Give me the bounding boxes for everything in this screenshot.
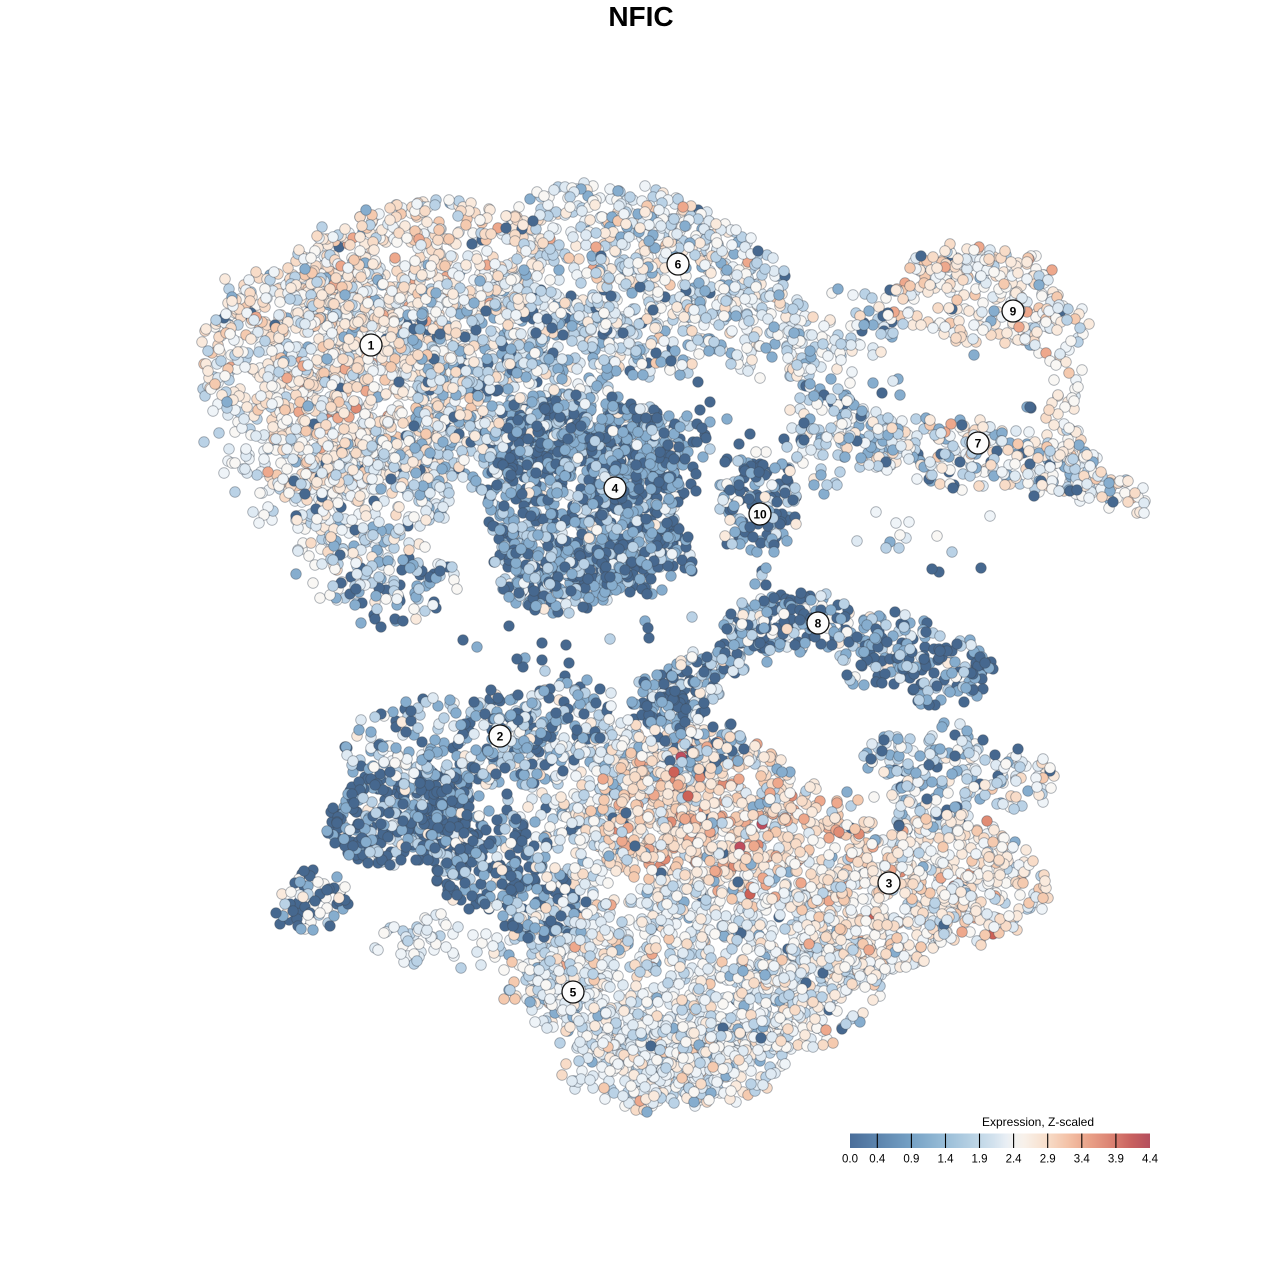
svg-text:NFIC: NFIC xyxy=(608,1,673,32)
